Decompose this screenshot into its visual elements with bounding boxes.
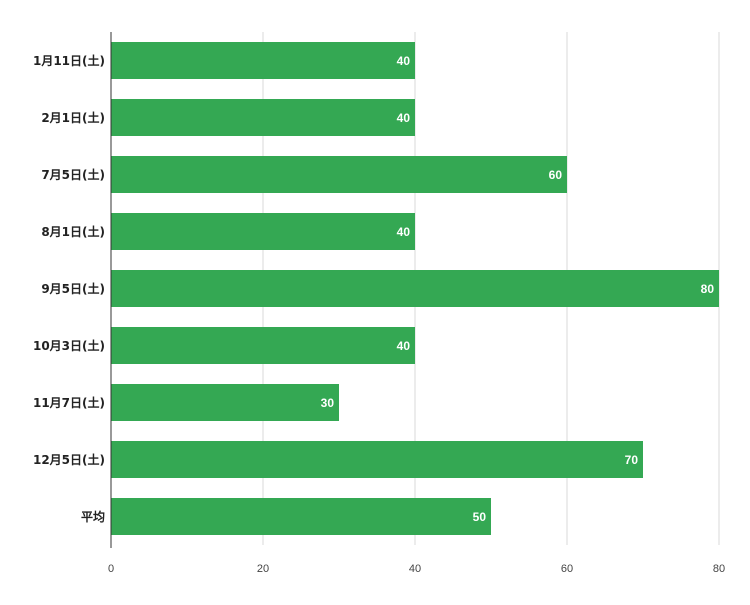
category-label: 平均 bbox=[81, 509, 105, 524]
x-tick-label: 80 bbox=[713, 563, 725, 575]
category-label: 8月1日(土) bbox=[41, 224, 105, 239]
bar bbox=[111, 498, 491, 535]
category-label: 9月5日(土) bbox=[41, 281, 105, 296]
data-label: 50 bbox=[473, 510, 487, 524]
bar bbox=[111, 213, 415, 250]
bars: 40 40 60 40 80 40 30 70 50 bbox=[111, 42, 719, 535]
category-label: 1月11日(土) bbox=[33, 53, 105, 68]
category-labels: 1月11日(土) 2月1日(土) 7月5日(土) 8月1日(土) 9月5日(土) 10月3… bbox=[33, 53, 105, 524]
bar bbox=[111, 99, 415, 136]
bar bbox=[111, 327, 415, 364]
data-label: 60 bbox=[549, 168, 563, 182]
category-label: 10月3日(土) bbox=[33, 338, 105, 353]
category-label: 11月7日(土) bbox=[33, 395, 105, 410]
x-tick-label: 40 bbox=[409, 563, 421, 575]
data-label: 40 bbox=[397, 339, 411, 353]
data-label: 40 bbox=[397, 225, 411, 239]
bar bbox=[111, 384, 339, 421]
x-tick-label: 0 bbox=[108, 563, 114, 575]
x-tick-label: 20 bbox=[257, 563, 269, 575]
category-label: 12月5日(土) bbox=[33, 452, 105, 467]
data-label: 40 bbox=[397, 54, 411, 68]
bar bbox=[111, 156, 567, 193]
data-label: 40 bbox=[397, 111, 411, 125]
x-tick-label: 60 bbox=[561, 563, 573, 575]
bar bbox=[111, 42, 415, 79]
bar bbox=[111, 441, 643, 478]
data-label: 30 bbox=[321, 396, 335, 410]
category-label: 7月5日(土) bbox=[41, 167, 105, 182]
bar bbox=[111, 270, 719, 307]
category-label: 2月1日(土) bbox=[41, 110, 105, 125]
x-axis-ticks: 0 20 40 60 80 bbox=[108, 563, 725, 575]
data-label: 80 bbox=[701, 282, 715, 296]
data-label: 70 bbox=[625, 453, 639, 467]
